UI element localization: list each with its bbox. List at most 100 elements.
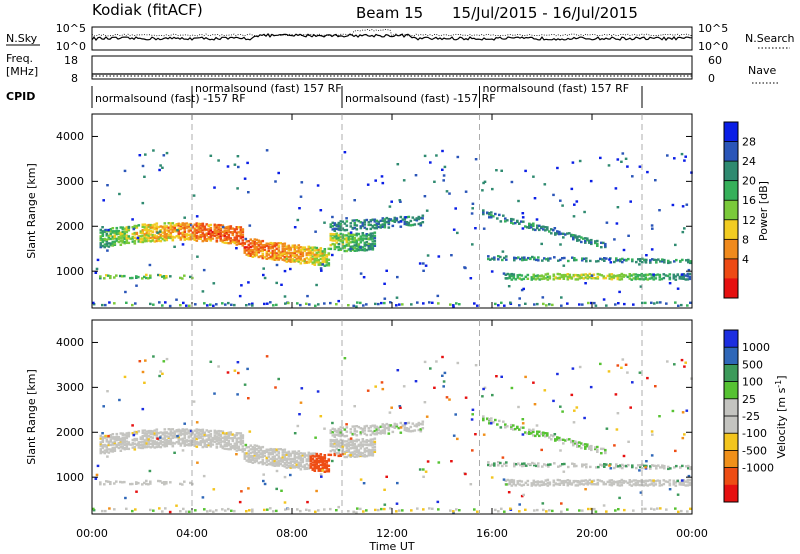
range-cell — [445, 396, 449, 399]
range-cell — [227, 448, 231, 451]
range-cell — [617, 465, 620, 468]
range-cell — [510, 180, 514, 184]
range-cell — [229, 443, 233, 446]
range-cell — [127, 447, 131, 451]
range-cell — [584, 443, 587, 446]
range-cell — [199, 443, 203, 446]
range-cell — [269, 451, 273, 454]
range-cell — [532, 430, 535, 434]
range-cell — [106, 455, 109, 458]
range-cell — [597, 259, 600, 263]
range-cell — [527, 462, 530, 466]
range-cell — [183, 442, 187, 446]
range-cell — [115, 445, 119, 448]
range-cell — [359, 453, 363, 457]
range-cell — [365, 443, 369, 446]
range-cell — [149, 240, 153, 243]
range-cell — [143, 223, 147, 226]
range-cell — [277, 171, 280, 175]
range-cell — [407, 427, 411, 431]
range-cell — [365, 243, 369, 247]
range-cell — [581, 509, 584, 512]
range-cell — [293, 432, 297, 435]
range-cell — [325, 261, 329, 264]
range-cell — [219, 445, 223, 448]
range-cell — [530, 278, 534, 281]
range-cell — [196, 461, 199, 464]
range-cell — [299, 452, 303, 455]
range-cell — [667, 259, 670, 263]
range-cell — [425, 209, 429, 212]
range-cell — [169, 430, 173, 434]
range-cell — [603, 257, 606, 260]
range-cell — [541, 259, 544, 262]
range-cell — [236, 393, 239, 396]
range-cell — [251, 458, 255, 461]
range-cell — [655, 258, 658, 262]
range-cell — [104, 509, 107, 513]
range-cell — [413, 223, 417, 226]
range-cell — [371, 218, 375, 221]
range-cell — [187, 444, 191, 447]
range-cell — [158, 168, 161, 172]
range-cell — [117, 435, 121, 439]
range-cell — [583, 416, 586, 420]
range-cell — [209, 227, 213, 230]
range-cell — [351, 219, 355, 222]
range-cell — [578, 235, 581, 238]
colorbar-swatch — [724, 141, 738, 162]
range-cell — [311, 467, 315, 470]
range-cell — [532, 483, 536, 486]
range-cell — [151, 430, 155, 433]
range-cell — [373, 448, 377, 452]
range-cell — [101, 226, 104, 229]
range-cell — [229, 237, 233, 240]
range-cell — [299, 303, 302, 307]
range-cell — [337, 430, 341, 434]
range-cell — [99, 442, 103, 446]
range-cell — [325, 464, 329, 467]
range-cell — [119, 449, 123, 452]
range-cell — [297, 457, 301, 460]
range-cell — [311, 258, 315, 261]
range-cell — [147, 232, 151, 235]
range-cell — [289, 460, 293, 463]
range-cell — [101, 440, 105, 443]
range-cell — [614, 187, 618, 190]
range-cell — [123, 375, 127, 379]
range-cell — [639, 258, 642, 261]
range-cell — [688, 478, 692, 482]
range-cell — [213, 231, 217, 235]
range-cell — [393, 218, 397, 221]
range-cell — [195, 435, 199, 438]
range-cell — [149, 442, 153, 446]
range-cell — [341, 445, 345, 448]
range-cell — [588, 478, 592, 482]
range-cell — [195, 234, 199, 238]
range-cell — [139, 437, 143, 441]
range-cell — [212, 488, 216, 491]
range-cell — [602, 481, 606, 484]
range-cell — [105, 436, 109, 439]
range-cell — [311, 251, 315, 254]
range-cell — [315, 489, 318, 493]
range-cell — [490, 270, 494, 273]
range-cell — [171, 428, 175, 431]
range-cell — [660, 277, 664, 281]
range-cell — [313, 263, 317, 266]
range-cell — [482, 212, 485, 216]
range-cell — [199, 237, 203, 240]
range-cell — [505, 277, 508, 280]
range-cell — [562, 277, 566, 280]
range-cell — [588, 239, 591, 242]
range-cell — [684, 361, 687, 364]
range-cell — [247, 243, 251, 246]
range-cell — [307, 253, 311, 257]
range-cell — [559, 464, 562, 468]
range-cell — [594, 304, 598, 307]
range-cell — [665, 508, 668, 511]
range-cell — [169, 222, 173, 225]
range-cell — [299, 262, 303, 265]
range-cell — [141, 407, 145, 411]
range-cell — [377, 426, 381, 430]
